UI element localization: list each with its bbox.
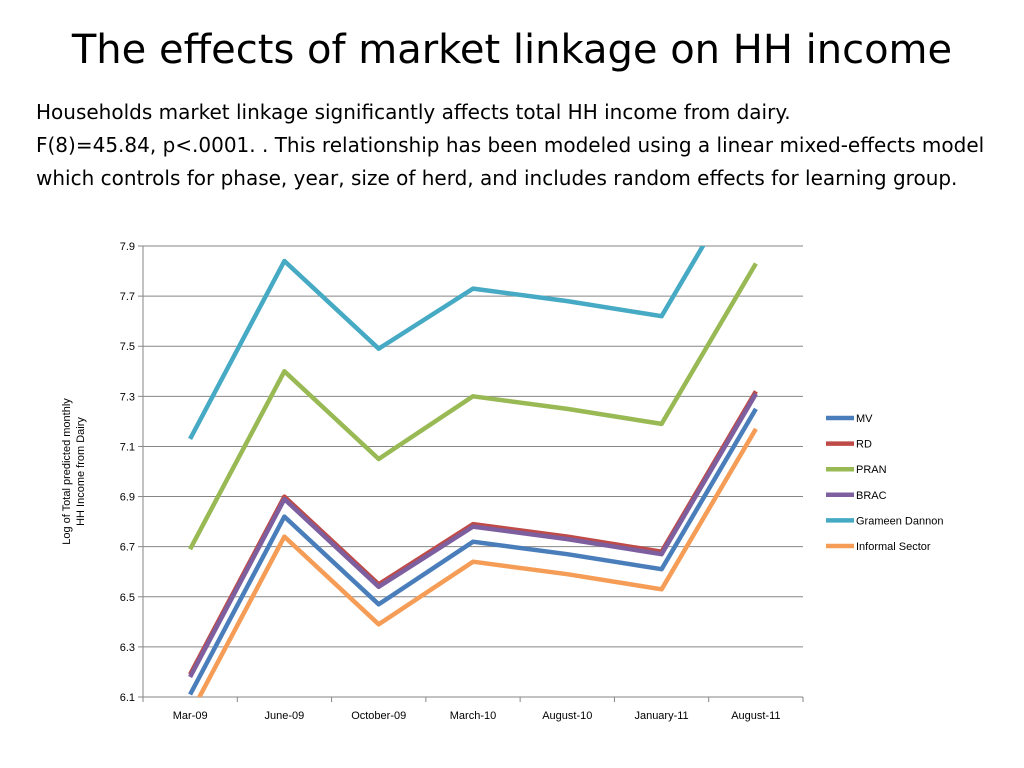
x-tick-label: August-10 bbox=[542, 710, 592, 722]
y-tick-label: 6.5 bbox=[120, 592, 135, 604]
legend-label: Informal Sector bbox=[856, 541, 931, 553]
body-line-2: F(8)=45.84, p<.0001. . This relationship… bbox=[36, 133, 985, 157]
y-tick-label: 6.3 bbox=[120, 642, 135, 654]
x-tick-label: January-11 bbox=[634, 710, 688, 722]
x-tick-label: June-09 bbox=[265, 710, 305, 722]
y-tick-label: 7.1 bbox=[120, 441, 135, 453]
series-line-pran bbox=[188, 262, 758, 551]
plot-area bbox=[188, 246, 758, 697]
y-axis-title-line: HH Income from Dairy bbox=[75, 417, 87, 526]
slide-title: The effects of market linkage on HH inco… bbox=[71, 27, 953, 73]
legend-label: PRAN bbox=[856, 464, 887, 476]
x-tick-label: March-10 bbox=[450, 710, 496, 722]
series-line-informal-sector bbox=[196, 427, 758, 697]
body-line-1: Households market linkage significantly … bbox=[36, 100, 791, 124]
y-tick-label: 7.9 bbox=[120, 241, 135, 253]
y-axis-title-line: Log of Total predicted monthly bbox=[61, 398, 73, 545]
slide-body-text: Households market linkage significantly … bbox=[36, 96, 1021, 195]
y-tick-label: 7.3 bbox=[120, 391, 135, 403]
y-axis-title: Log of Total predicted monthly HH Income … bbox=[61, 398, 87, 545]
y-tick-label: 6.1 bbox=[120, 692, 135, 704]
x-tick-label: August-11 bbox=[731, 710, 780, 722]
y-tick-label: 7.7 bbox=[120, 291, 135, 303]
x-tick-label: Mar-09 bbox=[173, 710, 208, 722]
body-line-3: which controls for phase, year, size of … bbox=[36, 166, 958, 190]
legend-label: MV bbox=[856, 413, 873, 425]
x-tick-label: October-09 bbox=[351, 710, 406, 722]
legend-label: Grameen Dannon bbox=[856, 515, 943, 527]
y-tick-label: 7.5 bbox=[120, 341, 135, 353]
series-line-mv bbox=[188, 407, 758, 696]
y-tick-label: 6.9 bbox=[120, 492, 135, 504]
y-tick-label: 6.7 bbox=[120, 542, 135, 554]
legend-label: BRAC bbox=[856, 490, 887, 502]
series-line-brac bbox=[188, 392, 758, 679]
series-line-grameen-dannon bbox=[188, 246, 706, 440]
legend-label: RD bbox=[856, 439, 872, 451]
